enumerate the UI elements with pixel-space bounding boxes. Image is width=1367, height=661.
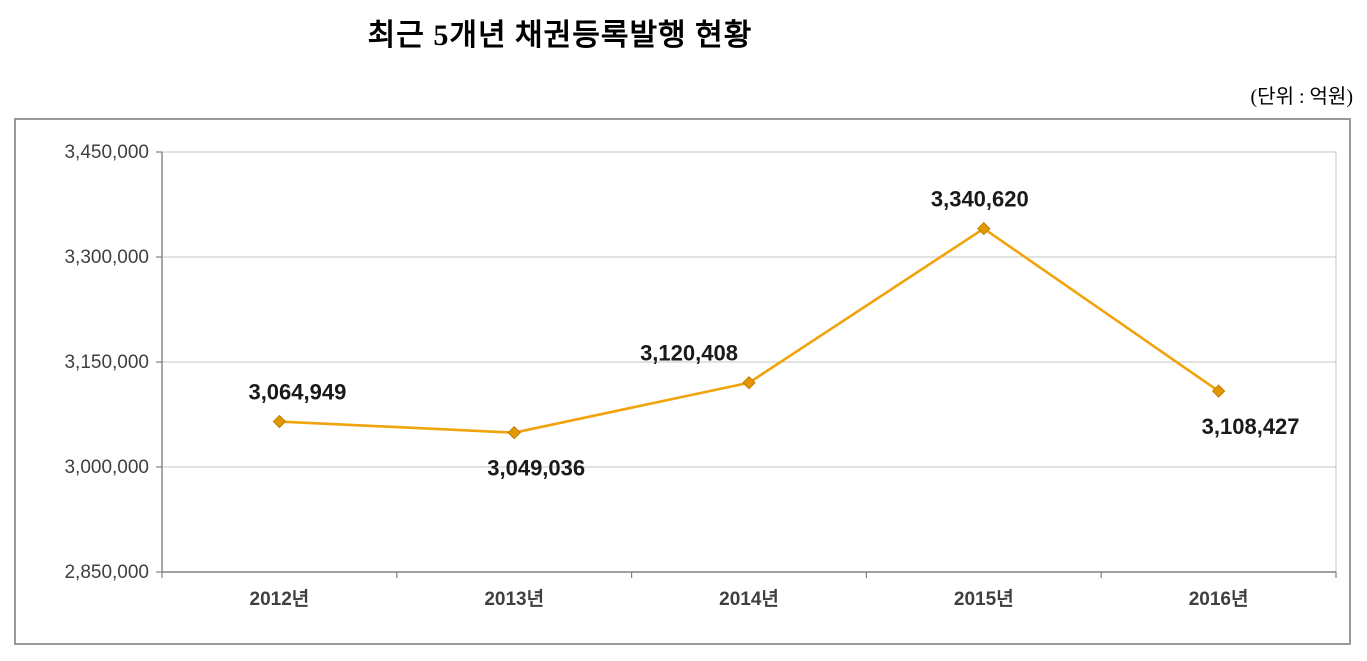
chart-title: 최근 5개년 채권등록발행 현황 (367, 19, 753, 52)
series-line (279, 227, 1220, 434)
chart-title-wrap: 최근 5개년 채권등록발행 현황 (0, 10, 1120, 54)
data-point-marker (742, 376, 756, 390)
data-point-marker (1211, 384, 1226, 398)
data-point-marker (507, 425, 521, 440)
y-tick-label: 3,450,000 (64, 142, 149, 163)
data-label: 3,340,620 (931, 187, 1029, 212)
data-label: 3,120,408 (640, 341, 738, 366)
data-point-marker (272, 414, 287, 429)
x-category-label: 2014년 (719, 588, 779, 610)
y-tick-label: 3,000,000 (64, 457, 149, 478)
x-category-label: 2016년 (1189, 588, 1249, 610)
data-label: 3,064,949 (248, 380, 346, 405)
x-category-label: 2012년 (250, 588, 310, 610)
unit-label: (단위 : 억원) (1250, 86, 1353, 108)
x-category-label: 2013년 (484, 588, 544, 610)
y-tick-label: 2,850,000 (64, 562, 149, 583)
line-chart: 2,850,000 3,000,000 3,150,000 3,300,000 3,45… (64, 142, 1337, 610)
data-label: 3,049,036 (487, 456, 585, 481)
y-tick-label: 3,150,000 (64, 352, 149, 373)
data-point-marker (977, 221, 991, 236)
data-label: 3,108,427 (1202, 414, 1300, 439)
x-category-label: 2015년 (954, 588, 1014, 610)
y-tick-label: 3,300,000 (64, 247, 149, 268)
chart-frame: 2,850,000 3,000,000 3,150,000 3,300,000 3,45… (14, 118, 1351, 645)
